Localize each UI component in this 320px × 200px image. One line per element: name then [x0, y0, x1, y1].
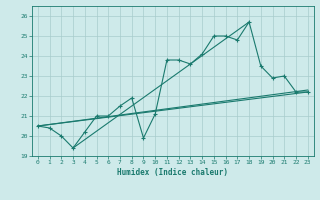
X-axis label: Humidex (Indice chaleur): Humidex (Indice chaleur) — [117, 168, 228, 177]
